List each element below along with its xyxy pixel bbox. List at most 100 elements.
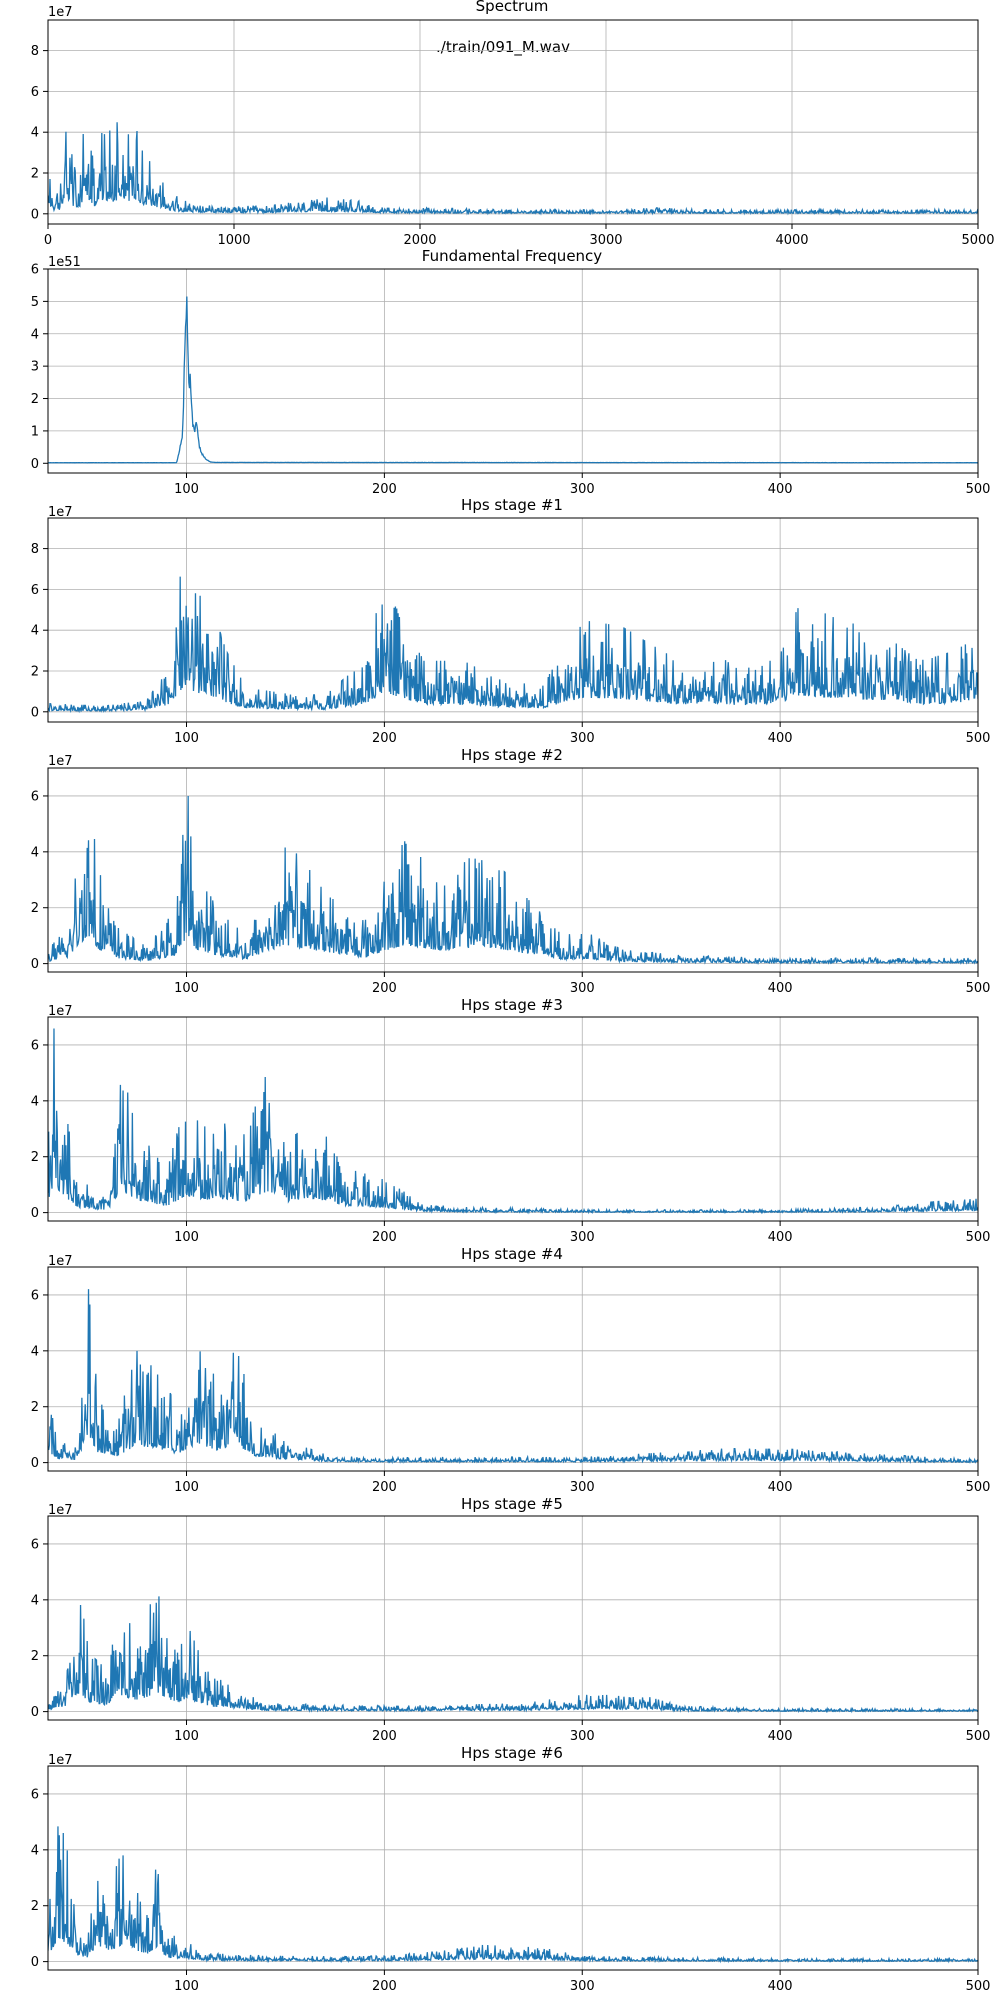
x-tick-label: 1000 [217, 233, 250, 248]
x-tick-label: 200 [372, 482, 397, 497]
y-tick-label: 6 [31, 789, 39, 804]
series-line [48, 1826, 978, 1964]
y-tick-label: 4 [31, 845, 39, 860]
x-tick-label: 4000 [775, 233, 808, 248]
y-tick-label: 4 [31, 1094, 39, 1109]
hps-stage-3-panel: Hps stage #3 1e7 100 200 300 400 500 0 2 4 6 [31, 996, 991, 1245]
axes-frame [47, 268, 979, 474]
spectrum-panel: Spectrum ./train/091_M.wav 1e7 0 1000 2000… [31, 0, 995, 248]
x-tick-label: 300 [570, 1480, 595, 1495]
x-tick-label: 500 [966, 1729, 991, 1744]
x-tick-label: 0 [44, 233, 52, 248]
x-tick-label: 300 [570, 981, 595, 996]
y-tick-label: 2 [31, 665, 39, 680]
x-tick-label: 200 [372, 1480, 397, 1495]
axes-frame [47, 1765, 979, 1971]
x-tick-label: 500 [966, 1480, 991, 1495]
x-tick-label: 500 [966, 981, 991, 996]
y-tick-label: 0 [31, 705, 39, 720]
x-tick-label: 200 [372, 731, 397, 746]
x-tick-label: 200 [372, 981, 397, 996]
y-tick-label: 4 [31, 1593, 39, 1608]
y-tick-label: 0 [31, 207, 39, 222]
y-tick-label: 2 [31, 1899, 39, 1914]
x-tick-label: 300 [570, 731, 595, 746]
y-exponent-label: 1e7 [48, 1753, 73, 1768]
x-tick-label: 400 [768, 731, 793, 746]
x-tick-label: 100 [174, 1230, 199, 1245]
x-tick-label: 400 [768, 1729, 793, 1744]
x-tick-label: 300 [570, 1729, 595, 1744]
y-tick-label: 6 [31, 1288, 39, 1303]
y-tick-label: 2 [31, 392, 39, 407]
x-tick-label: 400 [768, 1230, 793, 1245]
file-annotation: ./train/091_M.wav [436, 38, 570, 57]
fundamental-frequency-panel: Fundamental Frequency 1e51 100 200 300 400 5… [31, 247, 991, 497]
x-tick-label: 400 [768, 482, 793, 497]
y-tick-label: 0 [31, 1456, 39, 1471]
panel-title: Fundamental Frequency [422, 247, 603, 265]
x-tick-label: 500 [966, 1979, 991, 1994]
axes-frame [47, 19, 979, 225]
x-tick-label: 2000 [403, 233, 436, 248]
hps-stage-5-panel: Hps stage #5 1e7 100 200 300 400 500 0 2 4 6 [31, 1495, 991, 1744]
y-tick-label: 6 [31, 263, 39, 278]
x-tick-label: 100 [174, 731, 199, 746]
y-tick-label: 0 [31, 457, 39, 472]
x-tick-label: 100 [174, 1480, 199, 1495]
x-tick-label: 400 [768, 981, 793, 996]
axes-frame [47, 767, 979, 973]
x-tick-label: 100 [174, 482, 199, 497]
y-tick-label: 2 [31, 167, 39, 182]
series-line [48, 122, 978, 216]
y-tick-label: 6 [31, 1038, 39, 1053]
panel-title: Hps stage #6 [461, 1744, 563, 1762]
x-tick-label: 400 [768, 1480, 793, 1495]
panel-title: Hps stage #2 [461, 746, 563, 764]
x-tick-label: 500 [966, 1230, 991, 1245]
y-tick-label: 2 [31, 901, 39, 916]
y-exponent-label: 1e7 [48, 505, 73, 520]
series-line [48, 1289, 978, 1465]
hps-stage-6-panel: Hps stage #6 1e7 100 200 300 400 500 0 2 4 6 [31, 1744, 991, 1994]
y-tick-label: 4 [31, 624, 39, 639]
y-tick-label: 1 [31, 424, 39, 439]
x-tick-label: 5000 [961, 233, 994, 248]
axes-frame [47, 1016, 979, 1222]
y-tick-label: 6 [31, 583, 39, 598]
x-tick-label: 200 [372, 1729, 397, 1744]
x-tick-label: 100 [174, 981, 199, 996]
panel-title: Spectrum [476, 0, 549, 15]
panel-title: Hps stage #4 [461, 1245, 563, 1263]
series-line [48, 1028, 978, 1215]
x-tick-label: 500 [966, 482, 991, 497]
y-exponent-label: 1e7 [48, 1004, 73, 1019]
y-tick-label: 6 [31, 1787, 39, 1802]
y-tick-label: 0 [31, 1206, 39, 1221]
hps-stage-2-panel: Hps stage #2 1e7 100 200 300 400 500 0 2 4 6 [31, 746, 991, 996]
series-line [48, 1596, 978, 1714]
axes-frame [47, 1266, 979, 1472]
y-tick-label: 4 [31, 327, 39, 342]
y-tick-label: 6 [31, 1537, 39, 1552]
y-tick-label: 8 [31, 44, 39, 59]
y-exponent-label: 1e51 [48, 255, 81, 270]
panel-title: Hps stage #5 [461, 1495, 563, 1513]
panel-title: Hps stage #1 [461, 496, 563, 514]
axes-frame [47, 1515, 979, 1721]
y-exponent-label: 1e7 [48, 1254, 73, 1269]
x-tick-label: 300 [570, 1230, 595, 1245]
y-exponent-label: 1e7 [48, 1503, 73, 1518]
y-exponent-label: 1e7 [48, 754, 73, 769]
x-tick-label: 100 [174, 1979, 199, 1994]
x-tick-label: 100 [174, 1729, 199, 1744]
axes-frame [47, 517, 979, 723]
y-tick-label: 0 [31, 1705, 39, 1720]
y-exponent-label: 1e7 [48, 5, 73, 20]
series-line [48, 576, 978, 714]
hps-stage-1-panel: Hps stage #1 1e7 100 200 300 400 500 0 2 4 6 8 [31, 496, 991, 746]
y-tick-label: 4 [31, 126, 39, 141]
y-tick-label: 2 [31, 1400, 39, 1415]
x-tick-label: 400 [768, 1979, 793, 1994]
